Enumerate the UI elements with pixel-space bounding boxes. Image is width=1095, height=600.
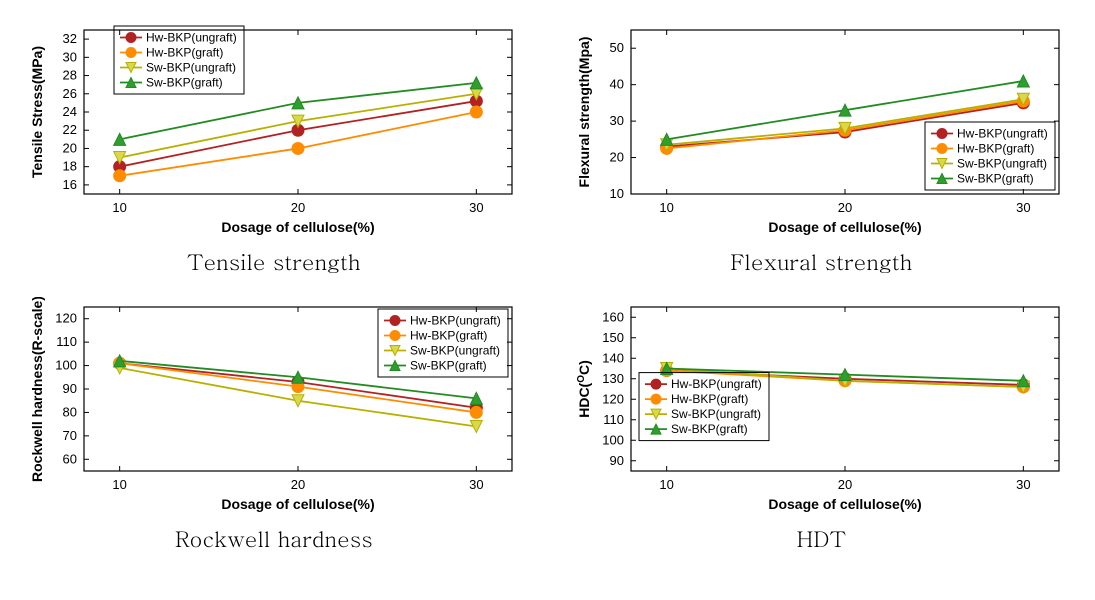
chart-1: 10 20 30 40 50 10 20 30 Dosage of cellulose(%) Fl… xyxy=(571,20,1071,240)
svg-text:Hw-BKP(graft): Hw-BKP(graft) xyxy=(671,392,748,406)
svg-text:20: 20 xyxy=(838,477,852,492)
caption-2: Rockwell hardness xyxy=(175,523,373,554)
svg-text:Sw-BKP(ungraft): Sw-BKP(ungraft) xyxy=(671,407,761,421)
svg-text:Hw-BKP(graft): Hw-BKP(graft) xyxy=(957,142,1034,156)
svg-text:110: 110 xyxy=(604,412,625,427)
svg-text:10: 10 xyxy=(112,200,126,215)
svg-text:26: 26 xyxy=(62,86,76,101)
svg-text:Hw-BKP(graft): Hw-BKP(graft) xyxy=(410,329,487,343)
svg-text:Flexural strength(Mpa): Flexural strength(Mpa) xyxy=(576,37,592,188)
svg-text:Sw-BKP(ungraft): Sw-BKP(ungraft) xyxy=(410,344,500,358)
panel-2: 60 70 80 90 100 110 120 10 20 30 Dosage of cellulo… xyxy=(20,297,528,554)
svg-text:140: 140 xyxy=(603,350,625,365)
svg-text:30: 30 xyxy=(469,200,483,215)
chart-0: 16 18 20 22 24 26 28 30 32 10 20 30 Dosage of cellul… xyxy=(24,20,524,240)
svg-text:18: 18 xyxy=(62,159,76,174)
svg-text:130: 130 xyxy=(603,371,625,386)
svg-text:160: 160 xyxy=(603,309,625,324)
svg-text:32: 32 xyxy=(62,31,76,46)
svg-text:40: 40 xyxy=(610,77,624,92)
svg-text:22: 22 xyxy=(62,122,76,137)
svg-text:16: 16 xyxy=(62,177,76,192)
svg-text:20: 20 xyxy=(291,477,305,492)
svg-text:Dosage of cellulose(%): Dosage of cellulose(%) xyxy=(221,496,374,512)
svg-text:20: 20 xyxy=(62,140,76,155)
svg-text:80: 80 xyxy=(62,404,76,419)
svg-text:Dosage of cellulose(%): Dosage of cellulose(%) xyxy=(769,219,922,235)
svg-text:20: 20 xyxy=(610,150,624,165)
svg-text:Rockwell hardness(R-scale): Rockwell hardness(R-scale) xyxy=(29,297,45,482)
svg-text:30: 30 xyxy=(1016,200,1030,215)
svg-text:10: 10 xyxy=(112,477,126,492)
svg-text:Dosage of cellulose(%): Dosage of cellulose(%) xyxy=(769,496,922,512)
svg-text:120: 120 xyxy=(55,311,77,326)
svg-text:Hw-BKP(ungraft): Hw-BKP(ungraft) xyxy=(410,314,501,328)
svg-text:10: 10 xyxy=(660,477,674,492)
svg-text:10: 10 xyxy=(660,200,674,215)
svg-text:10: 10 xyxy=(610,186,624,201)
svg-text:90: 90 xyxy=(610,453,624,468)
svg-text:HDC(OC): HDC(OC) xyxy=(576,360,592,418)
chart-3: 90 100 110 120 130 140 150 160 10 20 30 Dosage of c… xyxy=(571,297,1071,517)
svg-text:Sw-BKP(ungraft): Sw-BKP(ungraft) xyxy=(957,157,1047,171)
svg-text:Hw-BKP(ungraft): Hw-BKP(ungraft) xyxy=(146,31,237,45)
svg-text:90: 90 xyxy=(62,381,76,396)
caption-1: Flexural strength xyxy=(730,246,912,277)
svg-text:Sw-BKP(graft): Sw-BKP(graft) xyxy=(671,422,748,436)
svg-text:120: 120 xyxy=(603,391,625,406)
svg-text:100: 100 xyxy=(55,358,77,373)
svg-text:Sw-BKP(graft): Sw-BKP(graft) xyxy=(146,76,223,90)
svg-text:70: 70 xyxy=(62,428,76,443)
svg-text:Sw-BKP(graft): Sw-BKP(graft) xyxy=(410,359,487,373)
panel-1: 10 20 30 40 50 10 20 30 Dosage of cellulose(%) Fl… xyxy=(568,20,1076,277)
svg-text:60: 60 xyxy=(62,451,76,466)
svg-text:24: 24 xyxy=(62,104,76,119)
svg-text:20: 20 xyxy=(838,200,852,215)
svg-text:30: 30 xyxy=(469,477,483,492)
svg-text:Sw-BKP(ungraft): Sw-BKP(ungraft) xyxy=(146,61,236,75)
svg-text:Hw-BKP(ungraft): Hw-BKP(ungraft) xyxy=(957,127,1048,141)
svg-text:30: 30 xyxy=(62,49,76,64)
chart-grid: 16 18 20 22 24 26 28 30 32 10 20 30 Dosage of cellul… xyxy=(20,20,1075,554)
svg-text:110: 110 xyxy=(56,334,77,349)
svg-text:Hw-BKP(graft): Hw-BKP(graft) xyxy=(146,46,223,60)
caption-0: Tensile strength xyxy=(187,246,361,277)
svg-text:Tensile Stress(MPa): Tensile Stress(MPa) xyxy=(29,46,45,178)
svg-text:Hw-BKP(ungraft): Hw-BKP(ungraft) xyxy=(671,377,762,391)
svg-text:150: 150 xyxy=(603,330,625,345)
svg-text:20: 20 xyxy=(291,200,305,215)
svg-text:Dosage of cellulose(%): Dosage of cellulose(%) xyxy=(221,219,374,235)
panel-0: 16 18 20 22 24 26 28 30 32 10 20 30 Dosage of cellul… xyxy=(20,20,528,277)
svg-text:28: 28 xyxy=(62,68,76,83)
svg-text:30: 30 xyxy=(610,113,624,128)
panel-3: 90 100 110 120 130 140 150 160 10 20 30 Dosage of c… xyxy=(568,297,1076,554)
caption-3: HDT xyxy=(797,523,847,554)
svg-text:30: 30 xyxy=(1016,477,1030,492)
svg-text:100: 100 xyxy=(603,432,625,447)
svg-text:Sw-BKP(graft): Sw-BKP(graft) xyxy=(957,172,1034,186)
svg-text:50: 50 xyxy=(610,40,624,55)
chart-2: 60 70 80 90 100 110 120 10 20 30 Dosage of cellulo… xyxy=(24,297,524,517)
